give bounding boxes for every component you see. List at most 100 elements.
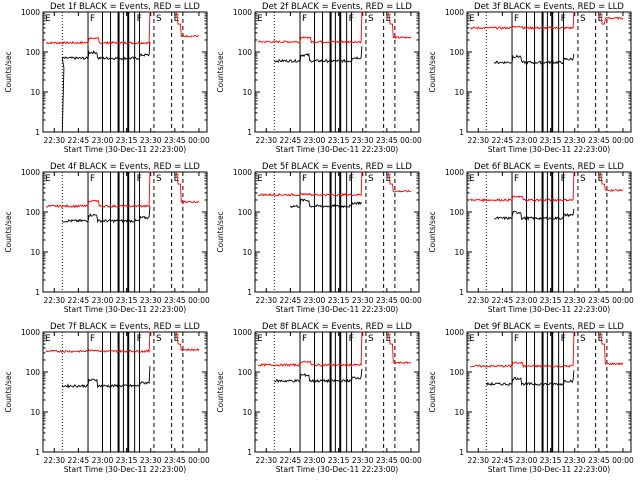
marker-label: F: [561, 334, 566, 344]
y-tick-label: 100: [26, 368, 41, 377]
x-tick-label: 22:30: [467, 456, 489, 465]
marker-label: F: [137, 174, 142, 184]
marker-label: F: [302, 334, 307, 344]
x-tick-label: 23:30: [140, 296, 162, 305]
y-tick-label: 1: [35, 288, 40, 297]
marker-label: E: [598, 14, 604, 24]
x-tick-label: 23:15: [116, 456, 138, 465]
y-tick-label: 1000: [21, 328, 40, 337]
marker-label: F: [349, 334, 354, 344]
lld-series-line: [469, 171, 577, 203]
y-axis-label: Counts/sec: [428, 51, 437, 92]
marker-label: S: [368, 14, 374, 24]
marker-label: S: [580, 14, 586, 24]
x-axis-label: Start Time (30-Dec-11 22:23:00): [276, 465, 398, 474]
x-tick-label: 22:30: [255, 136, 277, 145]
y-tick-label: 1000: [233, 168, 252, 177]
x-tick-label: 23:30: [352, 456, 374, 465]
lld-series-line: [45, 171, 153, 209]
marker-label: E: [257, 14, 263, 24]
x-tick-label: 23:45: [588, 296, 610, 305]
lld-series-line: [176, 11, 200, 38]
x-tick-label: 23:30: [564, 136, 586, 145]
marker-label: E: [469, 14, 475, 24]
x-tick-label: 23:45: [588, 136, 610, 145]
lld-series-line: [258, 171, 365, 197]
lld-series-line: [257, 331, 365, 368]
x-tick-label: 23:45: [376, 136, 398, 145]
x-tick-label: 23:30: [352, 296, 374, 305]
x-tick-label: 23:30: [564, 456, 586, 465]
y-tick-label: 1: [459, 128, 464, 137]
marker-label: F: [349, 174, 354, 184]
x-axis-label: Start Time (30-Dec-11 22:23:00): [488, 465, 610, 474]
marker-label: S: [580, 334, 586, 344]
panel-title: Det 2f BLACK = Events, RED = LLD: [262, 2, 412, 12]
panel-title: Det 3f BLACK = Events, RED = LLD: [474, 2, 624, 12]
y-tick-label: 100: [26, 48, 41, 57]
marker-label: F: [514, 174, 519, 184]
marker-label: E: [386, 334, 392, 344]
x-tick-label: 23:45: [164, 296, 186, 305]
x-axis-label: Start Time (30-Dec-11 22:23:00): [276, 145, 398, 154]
panel-det-1: Det 1f BLACK = Events, RED = LLD 1 10 100 10…: [4, 2, 210, 154]
y-tick-label: 100: [238, 368, 253, 377]
y-axis-label: Counts/sec: [216, 371, 225, 412]
marker-label: E: [257, 174, 263, 184]
y-axis-label: Counts/sec: [4, 51, 13, 92]
x-tick-label: 00:00: [612, 136, 634, 145]
x-tick-label: 23:30: [564, 296, 586, 305]
marker-label: S: [156, 14, 162, 24]
x-tick-label: 22:30: [43, 136, 65, 145]
y-tick-label: 10: [242, 88, 252, 97]
lld-series-line: [470, 331, 577, 369]
x-tick-label: 23:00: [516, 136, 538, 145]
events-series-line: [494, 208, 575, 221]
y-tick-label: 1: [35, 128, 40, 137]
marker-label: F: [137, 14, 142, 24]
x-tick-label: 23:30: [140, 136, 162, 145]
x-tick-label: 22:45: [492, 136, 514, 145]
x-axis-label: Start Time (30-Dec-11 22:23:00): [64, 145, 186, 154]
events-series-line: [62, 206, 151, 224]
x-tick-label: 00:00: [400, 136, 422, 145]
panel-det-5: Det 5f BLACK = Events, RED = LLD 1 10 100 10…: [216, 162, 422, 314]
y-tick-label: 1000: [445, 8, 464, 17]
x-tick-label: 23:00: [92, 136, 114, 145]
y-axis-label: Counts/sec: [428, 371, 437, 412]
marker-label: F: [90, 334, 95, 344]
lld-series-line: [600, 331, 624, 366]
marker-label: F: [514, 334, 519, 344]
y-tick-label: 1000: [233, 8, 252, 17]
x-tick-label: 22:30: [467, 296, 489, 305]
x-tick-label: 23:15: [328, 136, 350, 145]
x-tick-label: 23:15: [540, 456, 562, 465]
y-tick-label: 100: [450, 368, 465, 377]
x-tick-label: 00:00: [188, 136, 210, 145]
events-series-line: [493, 53, 575, 65]
panel-title: Det 9f BLACK = Events, RED = LLD: [474, 322, 624, 332]
y-axis-label: Counts/sec: [216, 51, 225, 92]
y-tick-label: 100: [238, 208, 253, 217]
x-tick-label: 23:45: [376, 456, 398, 465]
panel-title: Det 8f BLACK = Events, RED = LLD: [262, 322, 412, 332]
marker-label: E: [386, 174, 392, 184]
y-tick-label: 10: [30, 248, 40, 257]
events-series-line: [61, 366, 151, 389]
panel-title: Det 4f BLACK = Events, RED = LLD: [50, 162, 200, 172]
marker-label: E: [257, 334, 263, 344]
x-tick-label: 23:00: [92, 456, 114, 465]
marker-label: S: [156, 174, 162, 184]
marker-label: F: [302, 174, 307, 184]
marker-label: F: [561, 14, 566, 24]
x-tick-label: 23:45: [588, 456, 610, 465]
marker-label: S: [156, 334, 162, 344]
marker-label: F: [514, 14, 519, 24]
y-tick-label: 1000: [445, 168, 464, 177]
marker-label: S: [580, 174, 586, 184]
plot-frame: [42, 331, 208, 453]
y-tick-label: 10: [242, 408, 252, 417]
x-tick-label: 23:00: [304, 456, 326, 465]
marker-label: F: [90, 174, 95, 184]
